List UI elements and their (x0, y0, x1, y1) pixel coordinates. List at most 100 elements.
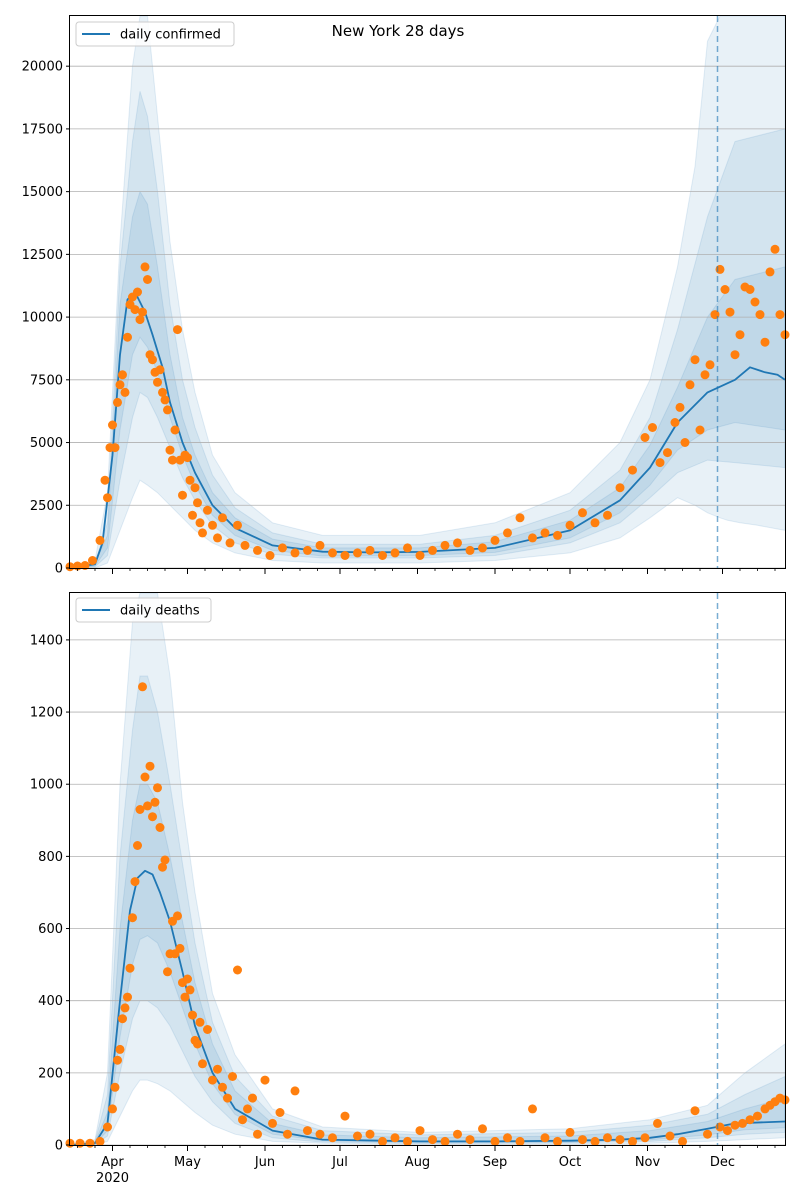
data-point (665, 1131, 675, 1141)
data-point (503, 1133, 512, 1143)
data-point (603, 510, 612, 520)
y-tick-label: 600 (38, 922, 63, 937)
data-point (675, 402, 685, 412)
data-point (553, 1136, 562, 1146)
data-point (248, 1093, 257, 1103)
y-tick-label: 1400 (30, 633, 63, 648)
y-tick-label: 2500 (30, 499, 63, 514)
data-point (123, 992, 132, 1002)
data-point (283, 1129, 292, 1139)
data-point (640, 433, 650, 442)
data-point (678, 1136, 687, 1146)
data-point (528, 533, 537, 543)
data-point (428, 545, 437, 555)
data-point (628, 1136, 637, 1146)
data-point (233, 520, 242, 530)
data-point (133, 841, 142, 850)
data-point (163, 967, 172, 977)
y-tick-label: 1000 (30, 778, 63, 793)
chart-confirmed: 0 2500 5000 7500 10000 12500 15000 17500 20000 d… (22, 15, 790, 577)
data-point (490, 1136, 500, 1146)
data-point (253, 1129, 262, 1139)
y-tick-label: 1200 (30, 706, 63, 721)
data-point (158, 387, 167, 397)
data-point (653, 1118, 662, 1128)
legend-label: daily deaths (120, 604, 200, 619)
data-point (223, 1093, 232, 1103)
data-point (465, 1135, 475, 1145)
data-point (133, 287, 142, 297)
data-point (213, 1064, 222, 1074)
series-line (69, 291, 786, 569)
data-point (735, 330, 745, 340)
data-point (118, 370, 127, 380)
y-axis-ticks: 0 2500 5000 7500 10000 12500 15000 17500 20000 (22, 60, 70, 577)
y-tick-label: 10000 (22, 311, 63, 326)
data-point (193, 1039, 202, 1049)
data-point (143, 801, 152, 811)
data-point (185, 475, 195, 485)
data-point (328, 548, 337, 558)
x-tick-label: Nov (635, 1155, 661, 1170)
data-point (290, 1086, 300, 1096)
data-point (265, 551, 275, 560)
data-point (478, 1124, 487, 1134)
data-point (195, 518, 205, 528)
data-point (243, 1104, 252, 1114)
data-point (703, 1129, 712, 1139)
data-point (120, 1003, 130, 1013)
data-point (615, 1135, 625, 1145)
series-line-daily-confirmed (69, 291, 786, 569)
data-point (453, 538, 462, 548)
data-point (120, 387, 130, 397)
data-point (753, 1111, 762, 1121)
data-point (113, 397, 122, 407)
y-tick-label: 17500 (22, 122, 63, 137)
data-point (168, 455, 177, 465)
series-line-daily-deaths (69, 869, 786, 1146)
data-point (540, 1133, 550, 1143)
data-point (198, 528, 207, 538)
data-point (198, 1059, 207, 1069)
data-point (238, 1115, 247, 1125)
data-point (303, 545, 312, 555)
data-point (190, 483, 200, 493)
data-point (750, 297, 760, 307)
data-point (603, 1133, 612, 1143)
data-point (365, 1129, 375, 1139)
data-point (528, 1104, 537, 1114)
data-point (153, 377, 162, 387)
data-point (690, 355, 700, 365)
data-point (108, 420, 117, 430)
data-point (153, 783, 162, 793)
data-point (208, 520, 217, 530)
data-point (188, 1010, 197, 1020)
x-tick-label: Jul (331, 1155, 348, 1170)
data-point (225, 538, 235, 548)
data-point (490, 535, 500, 545)
data-point (340, 1111, 350, 1121)
data-point (515, 1136, 525, 1146)
data-point (135, 805, 145, 814)
data-point (135, 315, 145, 325)
data-point (730, 350, 740, 360)
x-tick-label: Jun (254, 1155, 275, 1170)
x-tick-label: Apr (101, 1155, 124, 1170)
scatter-points (65, 682, 790, 1148)
data-point (290, 548, 300, 558)
data-point (730, 1120, 740, 1130)
data-point (745, 1115, 755, 1125)
data-point (465, 545, 475, 555)
data-point (315, 1129, 325, 1139)
x-tick-label: May (174, 1155, 201, 1170)
data-point (478, 543, 487, 553)
data-point (113, 1055, 122, 1065)
data-point (138, 307, 147, 317)
data-point (160, 395, 170, 405)
scatter-points (65, 244, 790, 572)
data-point (195, 1017, 205, 1027)
chart-title: New York 28 days (332, 22, 465, 40)
data-point (228, 1072, 237, 1081)
data-point (503, 528, 512, 538)
